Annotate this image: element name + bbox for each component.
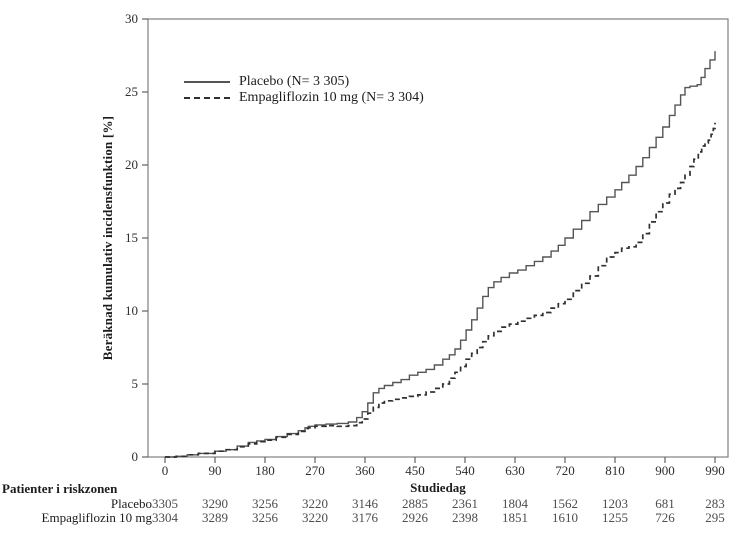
series-lines bbox=[165, 51, 716, 458]
risk-count: 295 bbox=[705, 510, 725, 525]
risk-count: 3176 bbox=[352, 510, 378, 525]
x-tick-label: 990 bbox=[705, 463, 725, 478]
risk-count: 3220 bbox=[302, 496, 328, 511]
x-tick-label: 360 bbox=[355, 463, 375, 478]
axis-tick-marks bbox=[142, 18, 716, 463]
legend-label-empagliflozin: Empagliflozin 10 mg (N= 3 304) bbox=[239, 90, 424, 105]
risk-count: 2926 bbox=[402, 510, 428, 525]
legend-item-empagliflozin: Empagliflozin 10 mg (N= 3 304) bbox=[184, 90, 424, 106]
risk-count: 3256 bbox=[252, 496, 278, 511]
x-tick-label: 450 bbox=[405, 463, 425, 478]
risk-row-label-empagliflozin: Empagliflozin 10 mg bbox=[41, 510, 152, 525]
risk-count: 283 bbox=[705, 496, 725, 511]
y-tick-label: 25 bbox=[125, 84, 138, 99]
risk-count: 3290 bbox=[202, 496, 228, 511]
x-tick-label: 0 bbox=[161, 463, 169, 478]
risk-table-header: Patienter i riskzonen bbox=[2, 481, 118, 496]
legend: Placebo (N= 3 305) Empagliflozin 10 mg (… bbox=[184, 74, 424, 106]
x-tick-label: 270 bbox=[305, 463, 325, 478]
series-line-dashed bbox=[165, 122, 716, 458]
x-tick-label: 630 bbox=[505, 463, 525, 478]
risk-count: 1255 bbox=[602, 510, 628, 525]
y-tick-label: 20 bbox=[125, 157, 138, 172]
legend-label-placebo: Placebo (N= 3 305) bbox=[239, 74, 350, 89]
risk-count: 1804 bbox=[502, 496, 528, 511]
solid-line-icon bbox=[184, 81, 230, 83]
legend-item-placebo: Placebo (N= 3 305) bbox=[184, 74, 424, 90]
risk-count: 681 bbox=[655, 496, 675, 511]
x-axis-title: Studiedag bbox=[410, 480, 466, 495]
risk-count: 3220 bbox=[302, 510, 328, 525]
y-tick-label: 10 bbox=[125, 303, 138, 318]
dashed-line-icon bbox=[184, 97, 230, 99]
x-tick-label: 180 bbox=[255, 463, 275, 478]
risk-count: 2885 bbox=[402, 496, 428, 511]
risk-count: 3256 bbox=[252, 510, 278, 525]
x-tick-label: 720 bbox=[555, 463, 575, 478]
x-tick-label: 900 bbox=[655, 463, 675, 478]
x-tick-label: 90 bbox=[208, 463, 222, 478]
x-tick-label: 810 bbox=[605, 463, 625, 478]
x-tick-label: 540 bbox=[455, 463, 475, 478]
risk-count: 3305 bbox=[152, 496, 178, 511]
risk-count: 1203 bbox=[602, 496, 628, 511]
risk-count: 1562 bbox=[552, 496, 578, 511]
series-line-solid bbox=[165, 51, 716, 458]
risk-row-label-placebo: Placebo bbox=[110, 496, 152, 511]
y-tick-label: 30 bbox=[125, 11, 138, 26]
risk-count: 726 bbox=[655, 510, 675, 525]
risk-count: 3146 bbox=[352, 496, 378, 511]
risk-count: 2361 bbox=[452, 496, 478, 511]
risk-count: 1851 bbox=[502, 510, 528, 525]
y-tick-label: 0 bbox=[131, 449, 139, 464]
y-tick-label: 15 bbox=[125, 230, 138, 245]
risk-count: 3289 bbox=[202, 510, 228, 525]
risk-count: 3304 bbox=[152, 510, 178, 525]
risk-count: 1610 bbox=[552, 510, 578, 525]
y-tick-label: 5 bbox=[131, 376, 139, 391]
risk-count: 2398 bbox=[452, 510, 478, 525]
